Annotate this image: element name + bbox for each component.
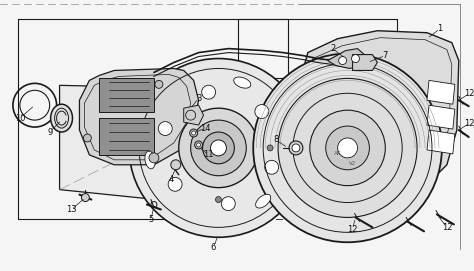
Polygon shape [427, 80, 455, 104]
Circle shape [278, 78, 417, 217]
Circle shape [221, 197, 235, 211]
Ellipse shape [255, 194, 271, 208]
Polygon shape [353, 54, 377, 70]
Text: 2: 2 [330, 44, 335, 53]
Circle shape [179, 108, 258, 188]
Text: 12: 12 [465, 89, 474, 98]
Circle shape [326, 126, 369, 170]
Text: 1: 1 [438, 24, 443, 33]
Circle shape [155, 80, 163, 88]
Text: 12: 12 [442, 223, 452, 232]
Circle shape [255, 105, 269, 118]
Text: 6: 6 [211, 243, 216, 252]
Text: 11: 11 [203, 150, 214, 159]
Text: 5: 5 [148, 215, 154, 224]
Circle shape [338, 57, 346, 64]
Circle shape [129, 59, 308, 237]
Polygon shape [184, 105, 203, 125]
Text: 12: 12 [347, 225, 358, 234]
Circle shape [191, 131, 196, 135]
Circle shape [149, 153, 159, 163]
Polygon shape [296, 31, 459, 205]
Ellipse shape [51, 104, 73, 132]
Polygon shape [100, 118, 154, 155]
Text: 7: 7 [383, 51, 388, 60]
Circle shape [253, 54, 442, 242]
Text: 12: 12 [465, 119, 474, 128]
Text: 13: 13 [66, 205, 77, 214]
Text: V2: V2 [349, 161, 356, 166]
Polygon shape [100, 78, 154, 112]
Polygon shape [427, 130, 455, 154]
Ellipse shape [234, 77, 251, 88]
Text: 10: 10 [15, 114, 25, 122]
Circle shape [168, 177, 182, 191]
Circle shape [190, 129, 198, 137]
Circle shape [158, 122, 172, 136]
Circle shape [310, 110, 385, 186]
Polygon shape [328, 49, 365, 69]
Circle shape [352, 54, 359, 63]
Circle shape [83, 134, 91, 142]
Circle shape [337, 138, 357, 158]
Circle shape [264, 160, 279, 174]
Circle shape [171, 160, 181, 170]
Circle shape [191, 120, 246, 176]
Circle shape [82, 193, 90, 202]
Polygon shape [60, 85, 308, 209]
Text: AK: AK [334, 151, 341, 156]
Text: 8: 8 [273, 136, 279, 144]
Circle shape [216, 196, 221, 202]
Polygon shape [427, 105, 455, 129]
Circle shape [202, 132, 234, 164]
Circle shape [210, 140, 227, 156]
Polygon shape [80, 69, 199, 165]
Circle shape [202, 85, 216, 99]
Text: 14: 14 [201, 124, 211, 133]
Circle shape [197, 143, 201, 147]
Circle shape [289, 141, 303, 155]
Ellipse shape [145, 151, 155, 169]
Text: 3: 3 [196, 94, 201, 103]
Circle shape [195, 141, 202, 149]
Circle shape [267, 145, 273, 151]
Circle shape [292, 144, 300, 152]
Text: 9: 9 [47, 128, 52, 137]
Text: 4: 4 [168, 175, 173, 184]
